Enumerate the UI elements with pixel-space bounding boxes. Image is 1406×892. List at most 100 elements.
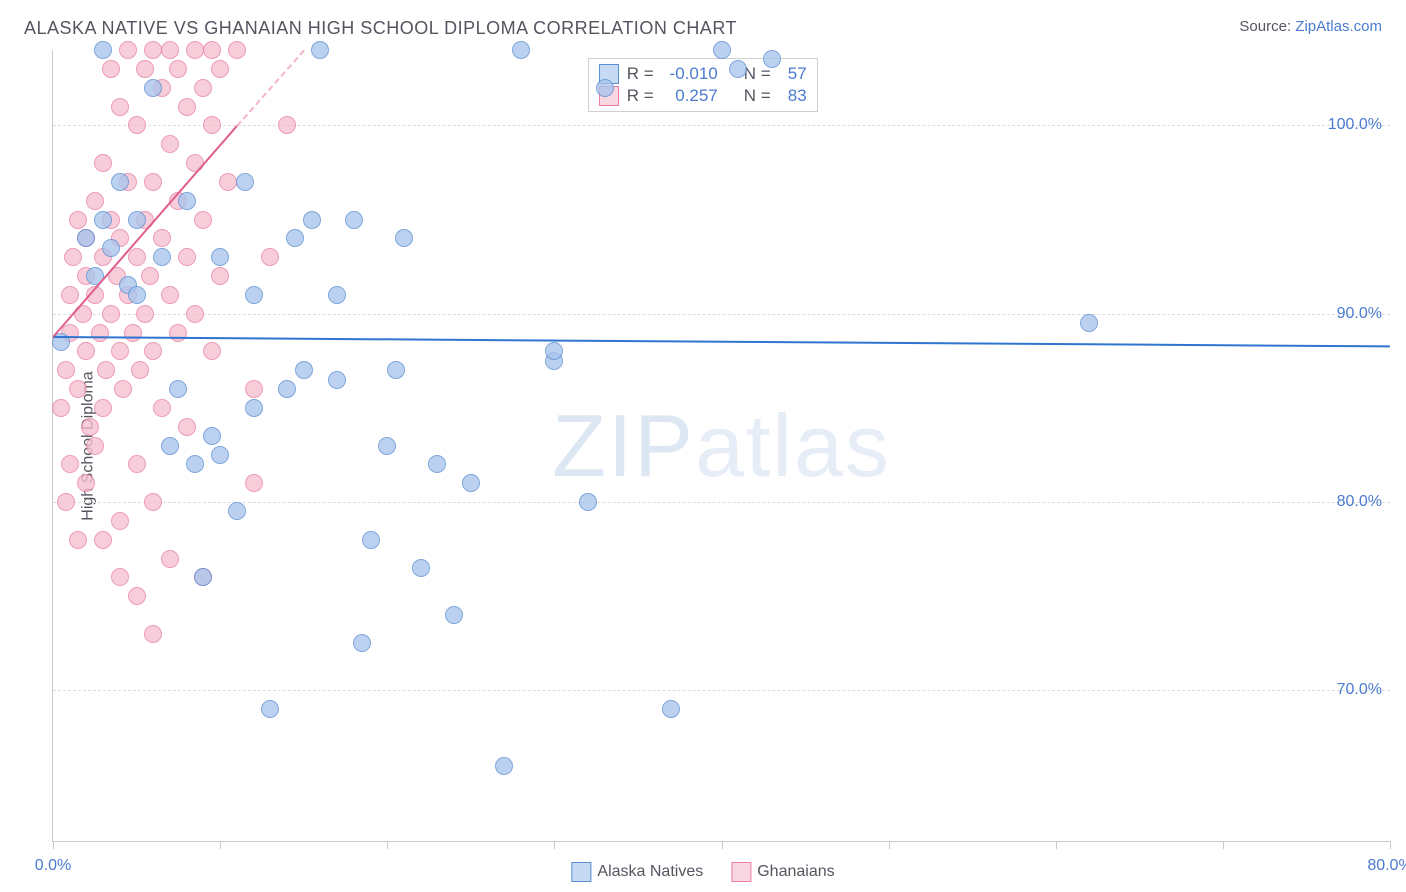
data-point-blue [169, 380, 187, 398]
data-point-pink [91, 324, 109, 342]
data-point-pink [86, 192, 104, 210]
scatter-plot: ZIPatlas R = -0.010 N = 57 R = 0.257 N =… [52, 50, 1390, 842]
gridline [53, 125, 1390, 126]
data-point-blue [111, 173, 129, 191]
stats-n-value: 83 [779, 86, 807, 106]
data-point-pink [94, 531, 112, 549]
data-point-pink [111, 568, 129, 586]
data-point-pink [141, 267, 159, 285]
x-tick [1056, 841, 1057, 849]
data-point-pink [111, 98, 129, 116]
x-tick-label: 0.0% [35, 857, 71, 875]
x-tick [889, 841, 890, 849]
data-point-pink [124, 324, 142, 342]
stats-r-label: R = [627, 64, 654, 84]
data-point-pink [144, 342, 162, 360]
data-point-blue [545, 342, 563, 360]
x-tick [722, 841, 723, 849]
data-point-pink [128, 116, 146, 134]
data-point-pink [97, 361, 115, 379]
data-point-pink [111, 512, 129, 530]
data-point-pink [128, 587, 146, 605]
x-tick [53, 841, 54, 849]
data-point-blue [77, 229, 95, 247]
data-point-pink [131, 361, 149, 379]
data-point-pink [178, 418, 196, 436]
y-tick-label: 70.0% [1337, 681, 1382, 699]
data-point-blue [203, 427, 221, 445]
data-point-pink [128, 248, 146, 266]
data-point-pink [186, 305, 204, 323]
data-point-pink [203, 41, 221, 59]
data-point-blue [186, 455, 204, 473]
legend-item-blue: Alaska Natives [571, 862, 703, 882]
watermark-bold: ZIP [552, 396, 695, 495]
y-tick-label: 90.0% [1337, 305, 1382, 323]
data-point-blue [353, 634, 371, 652]
data-point-pink [161, 286, 179, 304]
source-prefix: Source: [1239, 18, 1295, 35]
data-point-blue [445, 606, 463, 624]
data-point-blue [236, 173, 254, 191]
data-point-blue [428, 455, 446, 473]
data-point-pink [102, 60, 120, 78]
watermark-text: ZIPatlas [552, 395, 891, 497]
data-point-pink [211, 267, 229, 285]
data-point-pink [94, 399, 112, 417]
data-point-blue [395, 229, 413, 247]
legend-label-pink: Ghanaians [757, 863, 834, 880]
data-point-pink [211, 60, 229, 78]
data-point-pink [136, 305, 154, 323]
data-point-pink [194, 79, 212, 97]
x-tick [1223, 841, 1224, 849]
data-point-pink [178, 98, 196, 116]
chart-legend: Alaska Natives Ghanaians [571, 862, 834, 882]
watermark-rest: atlas [695, 396, 891, 495]
data-point-blue [1080, 314, 1098, 332]
data-point-pink [178, 248, 196, 266]
data-point-blue [412, 559, 430, 577]
data-point-blue [462, 474, 480, 492]
data-point-blue [362, 531, 380, 549]
data-point-pink [161, 550, 179, 568]
data-point-blue [153, 248, 171, 266]
data-point-pink [111, 342, 129, 360]
data-point-blue [763, 50, 781, 68]
gridline [53, 502, 1390, 503]
data-point-pink [144, 41, 162, 59]
x-tick-label: 80.0% [1367, 857, 1406, 875]
y-tick-label: 100.0% [1328, 116, 1382, 134]
data-point-blue [729, 60, 747, 78]
data-point-pink [203, 116, 221, 134]
data-point-blue [102, 239, 120, 257]
data-point-blue [228, 502, 246, 520]
data-point-blue [662, 700, 680, 718]
data-point-blue [161, 437, 179, 455]
data-point-pink [77, 342, 95, 360]
stats-n-value: 57 [779, 64, 807, 84]
data-point-pink [57, 361, 75, 379]
data-point-pink [144, 493, 162, 511]
data-point-blue [512, 41, 530, 59]
data-point-pink [194, 211, 212, 229]
data-point-blue [286, 229, 304, 247]
x-tick [554, 841, 555, 849]
data-point-pink [136, 60, 154, 78]
data-point-blue [328, 371, 346, 389]
data-point-pink [69, 211, 87, 229]
correlation-stats-box: R = -0.010 N = 57 R = 0.257 N = 83 [588, 58, 818, 112]
data-point-pink [186, 41, 204, 59]
data-point-pink [102, 305, 120, 323]
data-point-blue [596, 79, 614, 97]
legend-label-blue: Alaska Natives [597, 863, 703, 880]
data-point-blue [144, 79, 162, 97]
data-point-pink [245, 474, 263, 492]
data-point-pink [52, 399, 70, 417]
trend-line [53, 336, 1390, 347]
data-point-pink [203, 342, 221, 360]
x-tick [387, 841, 388, 849]
data-point-blue [94, 41, 112, 59]
x-tick [1390, 841, 1391, 849]
source-link[interactable]: ZipAtlas.com [1295, 18, 1382, 35]
chart-title: ALASKA NATIVE VS GHANAIAN HIGH SCHOOL DI… [24, 18, 737, 39]
